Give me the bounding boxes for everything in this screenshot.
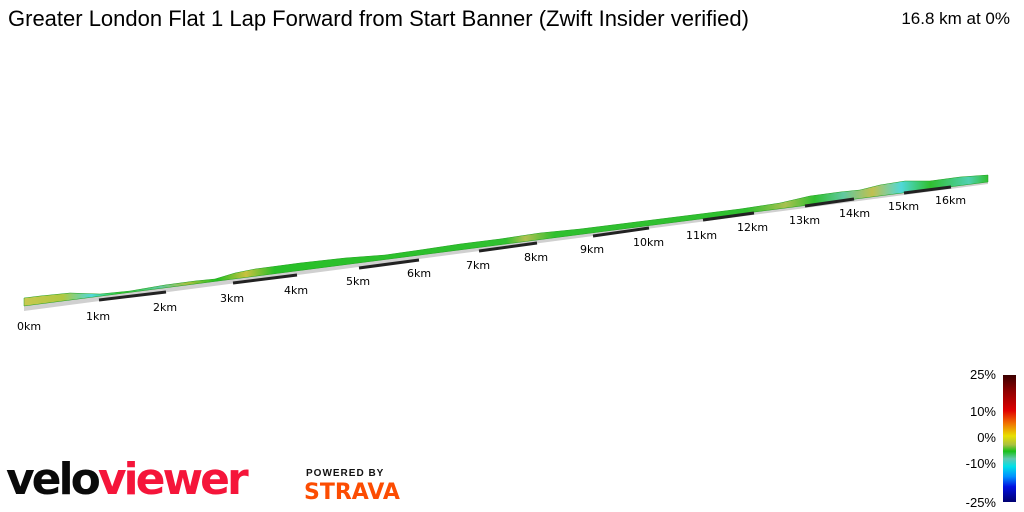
km-tick-label: 12km: [737, 221, 768, 234]
powered-by-text: POWERED BY: [306, 468, 385, 479]
veloviewer-logo: veloviewer: [6, 452, 249, 508]
km-tick-label: 9km: [580, 243, 604, 256]
route-title: Greater London Flat 1 Lap Forward from S…: [8, 6, 749, 31]
km-tick-label: 3km: [220, 292, 244, 305]
legend-label-low: -10%: [965, 456, 996, 471]
logo-velo: velo: [6, 454, 101, 505]
km-tick-label: 8km: [524, 251, 548, 264]
profile-surface: [23, 174, 989, 307]
legend-label-max: 25%: [969, 367, 996, 382]
km-tick-label: 14km: [839, 207, 870, 220]
km-tick-label: 5km: [346, 275, 370, 288]
km-tick-label: 0km: [17, 320, 41, 333]
route-summary: 16.8 km at 0%: [901, 9, 1010, 28]
km-axis-labels: 0km 1km 2km 3km 4km 5km 6km 7km 8km 9km …: [17, 194, 966, 333]
km-tick-label: 7km: [466, 259, 490, 272]
km-tick-label: 13km: [789, 214, 820, 227]
legend-label-min: -25%: [965, 495, 996, 510]
km-tick-label: 2km: [153, 301, 177, 314]
km-tick-label: 16km: [935, 194, 966, 207]
km-tick-label: 15km: [888, 200, 919, 213]
km-tick-label: 4km: [284, 284, 308, 297]
km-tick-label: 1km: [86, 310, 110, 323]
km-tick-label: 10km: [633, 236, 664, 249]
km-tick-label: 11km: [686, 229, 717, 242]
strava-logo: STRAVA: [304, 480, 400, 505]
legend-label-zero: 0%: [977, 430, 996, 445]
gradient-color-bar: [1003, 375, 1016, 502]
km-segment-marks: [98, 185, 952, 302]
km-tick-label: 6km: [407, 267, 431, 280]
legend-label-high: 10%: [969, 404, 996, 419]
logo-viewer: viewer: [97, 454, 249, 505]
